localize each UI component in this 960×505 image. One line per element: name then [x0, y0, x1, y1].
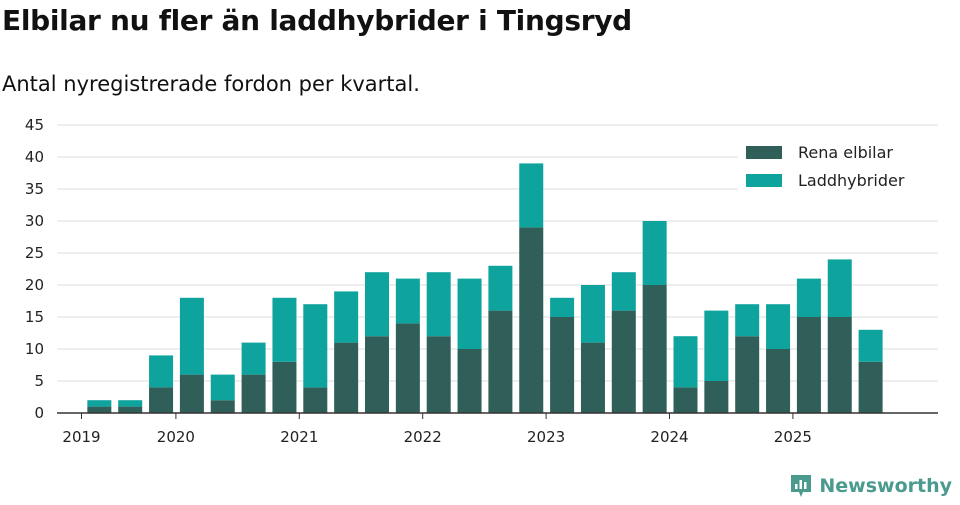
bar-laddhybrider	[118, 400, 143, 407]
brand-name: Newsworthy	[819, 475, 952, 497]
legend-swatch-rena-elbilar	[746, 146, 782, 159]
y-tick-label: 10	[25, 340, 44, 358]
legend-label-rena-elbilar: Rena elbilar	[798, 143, 893, 162]
bar-laddhybrider	[858, 329, 883, 362]
legend: Rena elbilar Laddhybrider	[738, 139, 938, 197]
bar-rena-elbilar	[210, 400, 235, 413]
bar-rena-elbilar	[426, 336, 451, 413]
bar-laddhybrider	[426, 272, 451, 337]
bar-rena-elbilar	[457, 349, 482, 413]
bar-rena-elbilar	[149, 387, 174, 413]
bar-rena-elbilar	[550, 317, 575, 413]
bar-laddhybrider	[611, 272, 636, 311]
bar-rena-elbilar	[118, 406, 143, 413]
bar-rena-elbilar	[179, 374, 204, 413]
bar-rena-elbilar	[642, 285, 667, 413]
bar-rena-elbilar	[704, 381, 729, 413]
bar-rena-elbilar	[395, 323, 420, 413]
bar-rena-elbilar	[580, 342, 605, 413]
bar-rena-elbilar	[303, 387, 328, 413]
y-axis-ticks: 0 5 10 15 20 25 30 35 40 45	[25, 116, 44, 422]
bar-rena-elbilar	[735, 336, 760, 413]
y-tick-label: 45	[25, 116, 44, 134]
bar-laddhybrider	[149, 355, 174, 388]
bars	[87, 163, 883, 413]
bar-rena-elbilar	[858, 361, 883, 413]
bar-laddhybrider	[488, 265, 513, 311]
bar-rena-elbilar	[766, 349, 791, 413]
x-tick-label: 2021	[280, 428, 318, 446]
bar-rena-elbilar	[272, 361, 297, 413]
x-tick-label: 2019	[62, 428, 100, 446]
bar-laddhybrider	[334, 291, 359, 343]
legend-swatch-laddhybrider	[746, 174, 782, 187]
bar-laddhybrider	[827, 259, 852, 317]
bar-laddhybrider	[87, 400, 112, 407]
y-tick-label: 25	[25, 244, 44, 262]
bar-rena-elbilar	[519, 227, 544, 413]
y-tick-label: 20	[25, 276, 44, 294]
bar-laddhybrider	[796, 278, 821, 317]
bar-laddhybrider	[642, 221, 667, 285]
y-tick-label: 35	[25, 180, 44, 198]
y-tick-label: 15	[25, 308, 44, 326]
bar-rena-elbilar	[673, 387, 698, 413]
bar-laddhybrider	[365, 272, 389, 337]
bar-laddhybrider	[550, 297, 575, 317]
x-tick-label: 2023	[527, 428, 565, 446]
bar-rena-elbilar	[488, 310, 513, 413]
bar-rena-elbilar	[334, 342, 359, 413]
bar-laddhybrider	[766, 304, 791, 349]
bar-laddhybrider	[241, 342, 266, 375]
x-tick-label: 2022	[404, 428, 442, 446]
bar-rena-elbilar	[796, 317, 821, 413]
bar-laddhybrider	[210, 374, 235, 401]
y-tick-label: 30	[25, 212, 44, 230]
chart-subtitle: Antal nyregistrerade fordon per kvartal.	[2, 72, 420, 96]
bar-rena-elbilar	[365, 336, 389, 413]
bar-laddhybrider	[395, 278, 420, 324]
bar-rena-elbilar	[241, 374, 266, 413]
bar-laddhybrider	[179, 297, 204, 375]
bar-laddhybrider	[735, 304, 760, 337]
y-tick-label: 40	[25, 148, 44, 166]
y-tick-label: 0	[34, 404, 44, 422]
x-tick-label: 2020	[157, 428, 195, 446]
x-tick-label: 2024	[650, 428, 688, 446]
newsworthy-icon	[791, 475, 812, 497]
x-axis: 2019 2020 2021 2022 2023 2024 2025	[57, 412, 938, 446]
bar-laddhybrider	[303, 304, 328, 388]
bar-laddhybrider	[704, 310, 729, 381]
bar-laddhybrider	[580, 285, 605, 343]
x-tick-label: 2025	[774, 428, 812, 446]
bar-rena-elbilar	[827, 317, 852, 413]
y-tick-label: 5	[34, 372, 44, 390]
bar-laddhybrider	[272, 297, 297, 362]
chart-title: Elbilar nu fler än laddhybrider i Tingsr…	[2, 4, 632, 37]
brand-logo: Newsworthy	[789, 473, 952, 499]
bar-laddhybrider	[457, 278, 482, 349]
bar-laddhybrider	[673, 336, 698, 388]
bar-laddhybrider	[519, 163, 544, 228]
bar-rena-elbilar	[87, 406, 112, 413]
legend-label-laddhybrider: Laddhybrider	[798, 171, 905, 190]
bar-rena-elbilar	[611, 310, 636, 413]
